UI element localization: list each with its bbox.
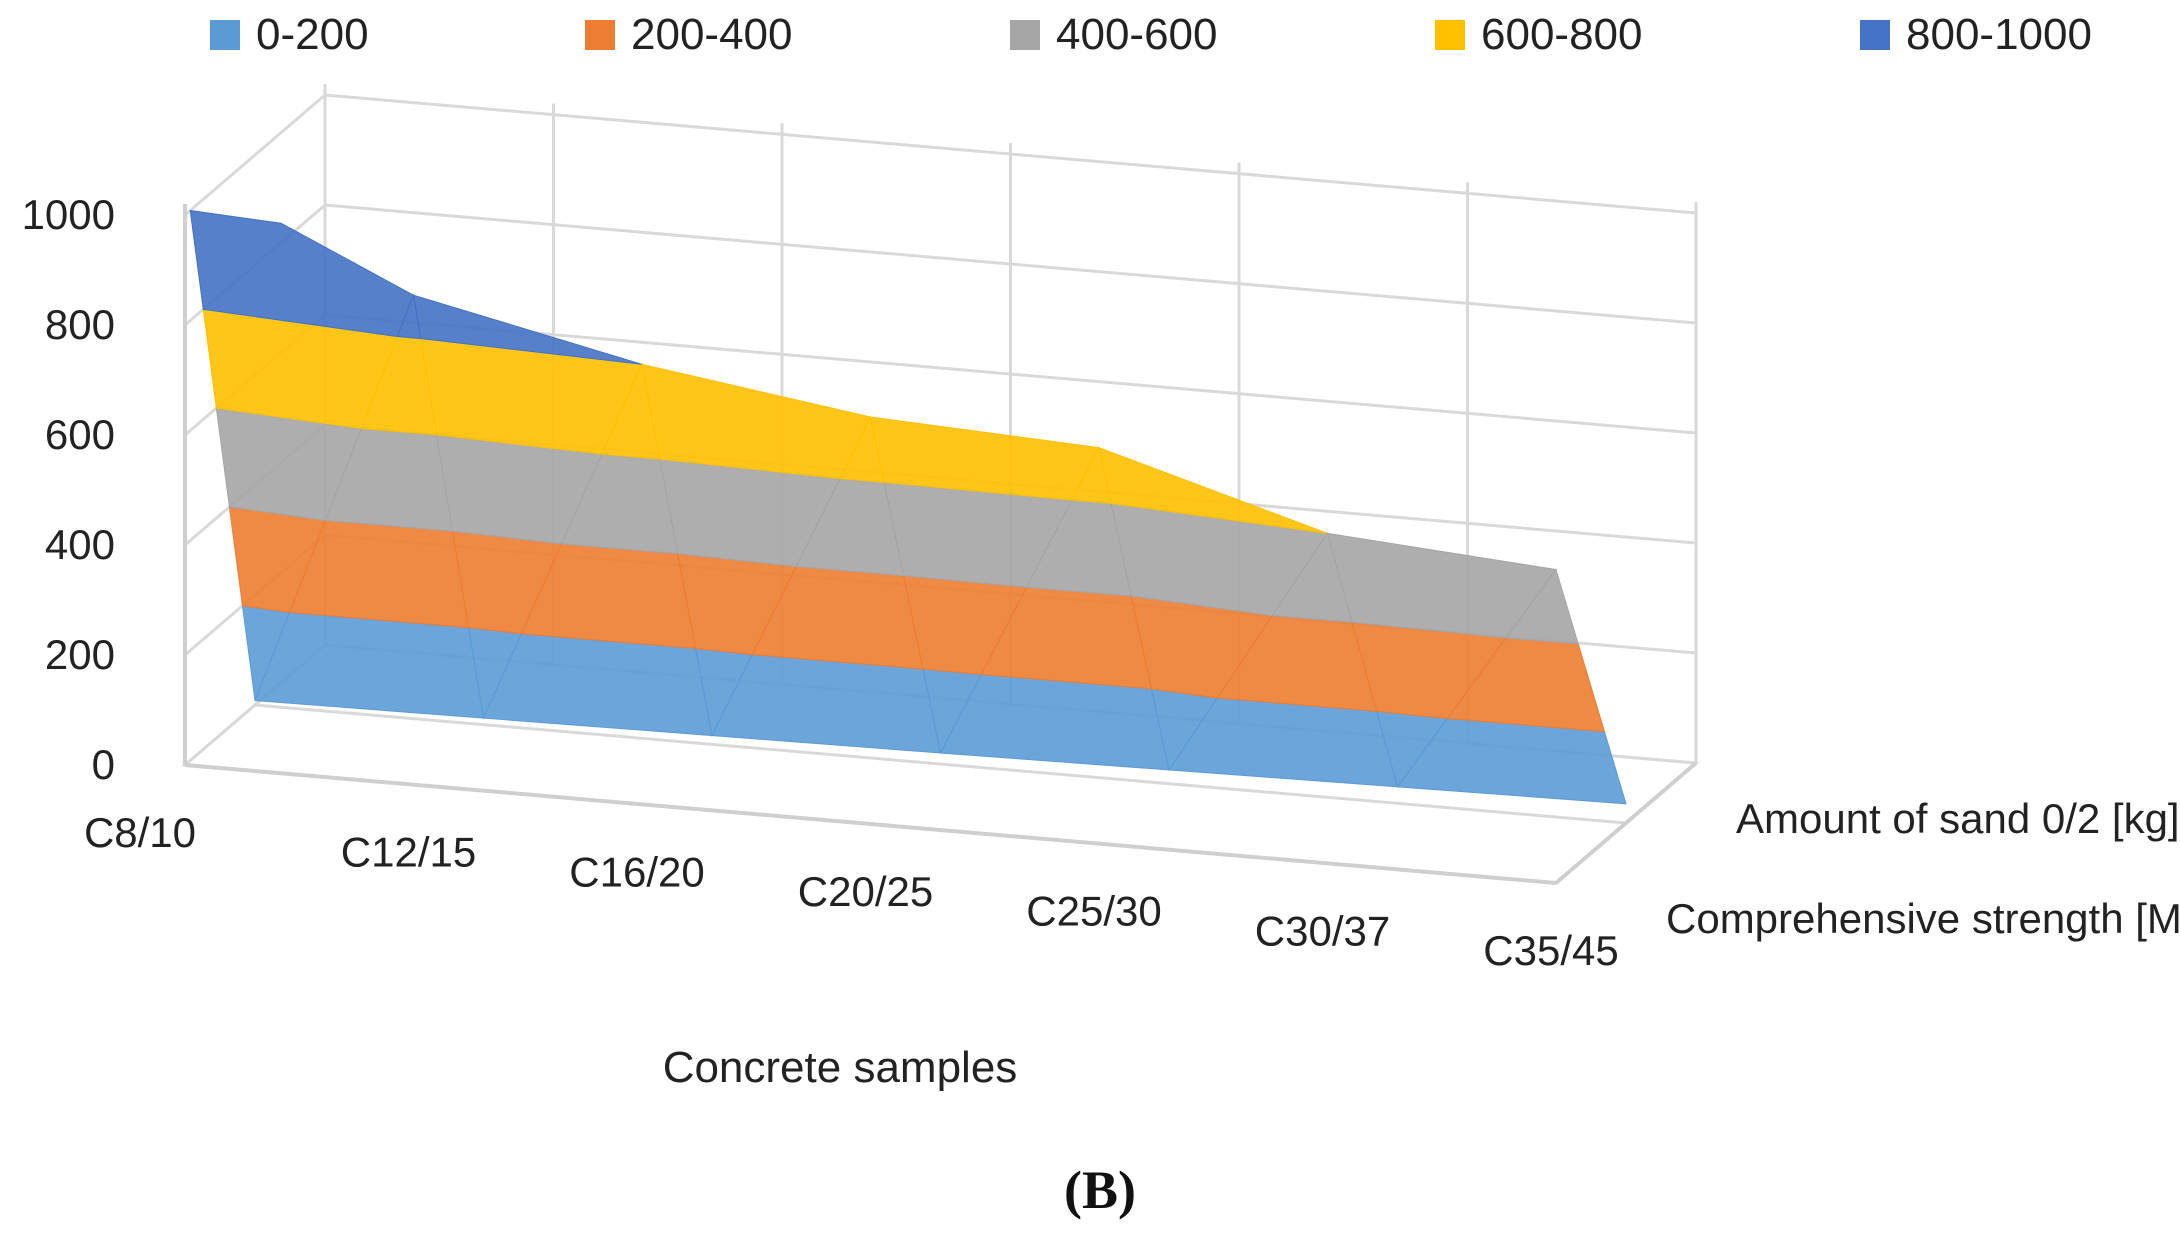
surface-band-800-1000 <box>412 294 643 365</box>
category-label: C30/37 <box>1255 907 1390 954</box>
category-label: C20/25 <box>798 868 933 915</box>
x-axis-line <box>184 763 1557 886</box>
category-label: C16/20 <box>569 848 704 895</box>
legend-item-200-400: 200-400 <box>585 10 792 60</box>
depth-label: Amount of sand 0/2 [kg] <box>1736 795 2180 842</box>
surface-band-800-1000 <box>189 209 415 338</box>
surface-band-400-600 <box>1505 568 1579 645</box>
surface-band-0-200 <box>482 633 713 737</box>
gridline <box>254 703 1627 825</box>
panel-label: (B) <box>1064 1160 1136 1220</box>
depth-axis-line <box>1554 761 1698 885</box>
z-tick-label: 400 <box>45 521 115 568</box>
legend-item-0-200: 0-200 <box>210 10 369 60</box>
category-label: C12/15 <box>341 829 476 876</box>
category-label: C25/30 <box>1026 888 1161 935</box>
legend-label: 0-200 <box>256 10 369 59</box>
category-label: C35/45 <box>1483 927 1618 974</box>
depth-label: Comprehensive strength [MPa] <box>1666 895 2180 942</box>
legend-swatch <box>1860 20 1890 50</box>
legend-swatch <box>1010 20 1040 50</box>
legend-label: 800-1000 <box>1906 10 2092 59</box>
z-tick-label: 1000 <box>22 191 115 238</box>
z-tick-label: 600 <box>45 411 115 458</box>
chart-surface <box>189 209 1627 805</box>
legend-label: 200-400 <box>631 10 793 59</box>
chart-labels: 0 200 400 600 800 1000 C8/10 C12/15 C16/20 C20/25… <box>22 191 2180 974</box>
legend-swatch <box>210 20 240 50</box>
category-label: C8/10 <box>84 809 196 856</box>
legend-label: 600-800 <box>1481 10 1643 59</box>
z-tick-label: 0 <box>92 741 115 788</box>
legend-swatch <box>1435 20 1465 50</box>
surface-band-600-800 <box>1098 446 1328 534</box>
legend-label: 400-600 <box>1056 10 1218 59</box>
surface-band-0-200 <box>254 611 485 719</box>
surface-band-0-200 <box>939 673 1170 771</box>
legend-item-800-1000: 800-1000 <box>1860 10 2092 60</box>
z-tick-label: 200 <box>45 631 115 678</box>
chart-axes <box>183 204 1698 886</box>
gridline <box>184 93 1697 217</box>
z-tick-label: 800 <box>45 301 115 348</box>
surface-band-0-200 <box>711 654 942 754</box>
legend-item-400-600: 400-600 <box>1010 10 1217 60</box>
legend-item-600-800: 600-800 <box>1435 10 1642 60</box>
legend-swatch <box>585 20 615 50</box>
x-axis-title: Concrete samples <box>663 1043 1018 1092</box>
